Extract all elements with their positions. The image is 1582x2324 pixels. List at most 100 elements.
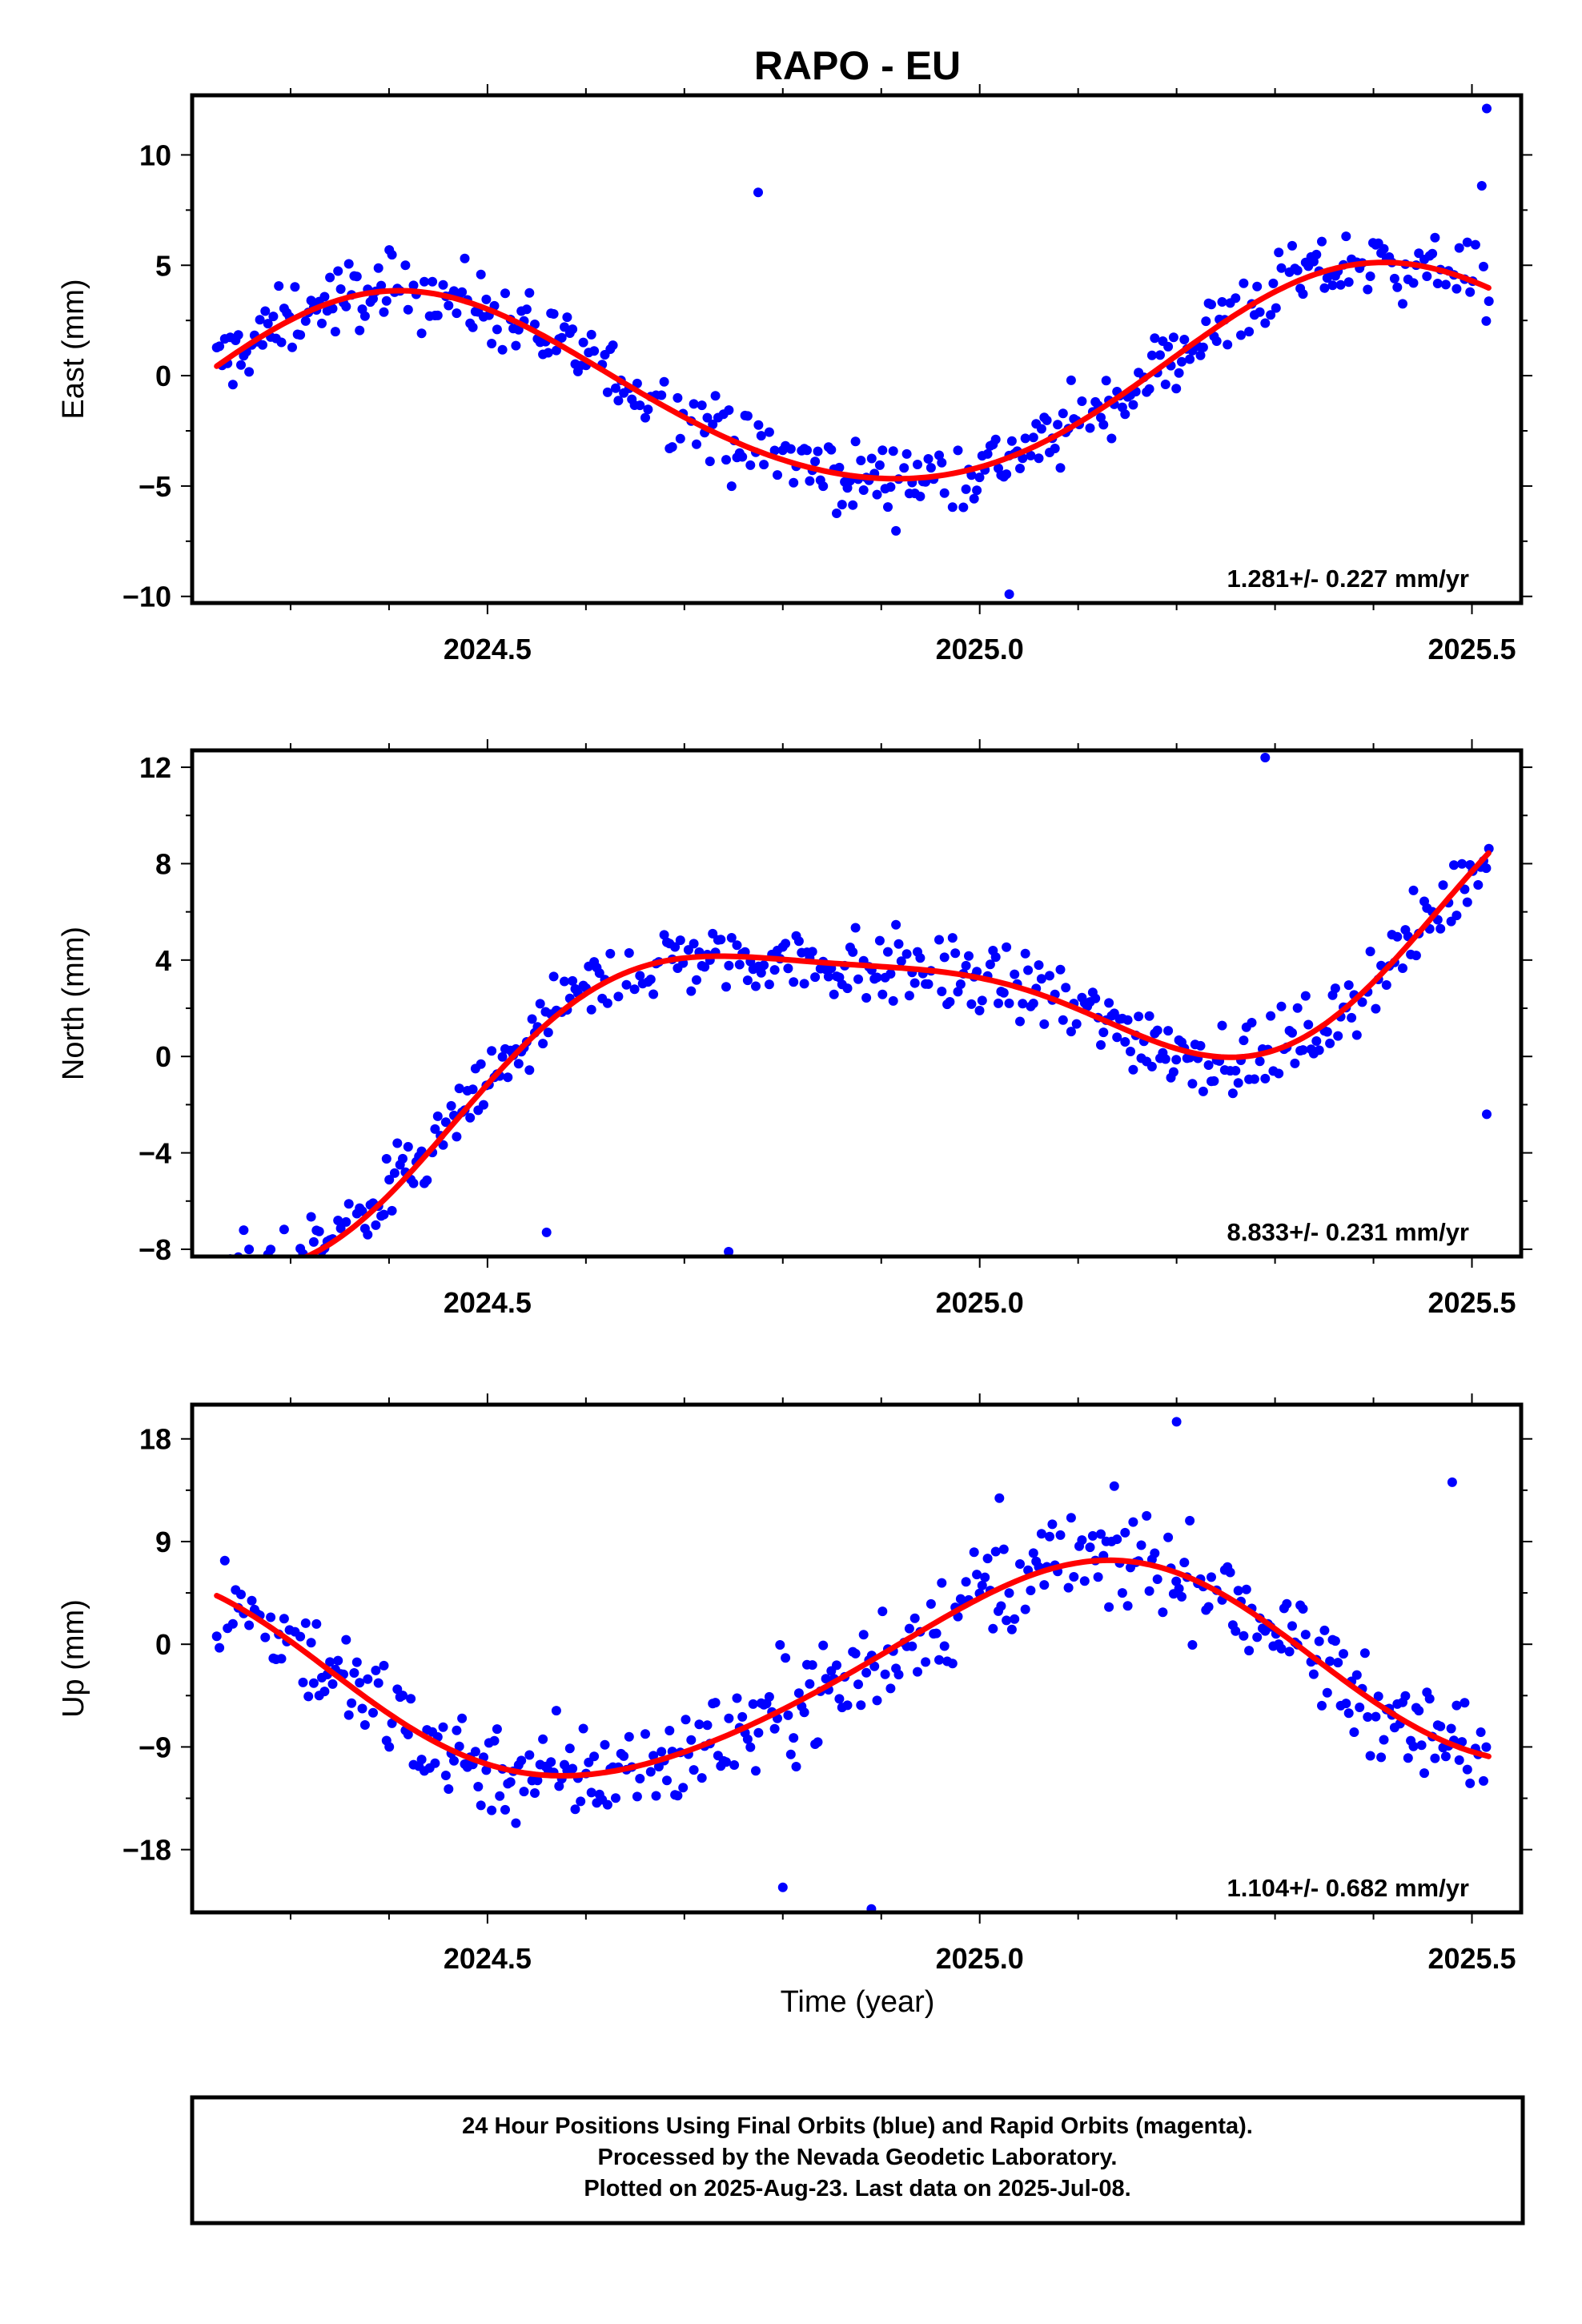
data-point xyxy=(422,1175,432,1185)
data-point xyxy=(602,1799,612,1810)
data-point xyxy=(777,1882,788,1892)
data-point xyxy=(810,456,821,467)
data-point xyxy=(1276,263,1287,273)
data-point xyxy=(1201,316,1211,327)
data-point xyxy=(276,1654,287,1664)
fit-line xyxy=(214,1557,1492,1779)
data-point xyxy=(1314,1636,1324,1647)
data-point xyxy=(1077,1535,1087,1546)
data-point xyxy=(1036,974,1046,984)
data-point xyxy=(686,1735,697,1745)
data-point xyxy=(1290,1058,1300,1068)
data-point xyxy=(408,280,419,291)
data-point xyxy=(589,346,600,356)
data-point xyxy=(842,483,853,493)
data-point xyxy=(1207,300,1216,310)
data-point xyxy=(274,281,284,292)
data-point xyxy=(789,1733,799,1743)
data-point xyxy=(250,1271,259,1281)
data-point xyxy=(476,1800,486,1811)
data-point xyxy=(1006,436,1017,446)
y-tick-label: 0 xyxy=(155,1040,171,1073)
north-panel: 2024.5 2025.0 2025.5 12 8 4 0 −4 −8 North (mm) 8.8… xyxy=(57,739,1532,1319)
footer-line-3: Plotted on 2025-Aug-23. Last data on 202… xyxy=(584,2176,1130,2201)
data-point xyxy=(826,444,837,455)
data-point xyxy=(1408,1741,1419,1751)
data-point xyxy=(807,947,817,957)
data-point xyxy=(888,446,898,456)
data-point xyxy=(379,1660,389,1671)
data-point xyxy=(444,1784,454,1794)
data-point xyxy=(673,392,683,403)
data-point xyxy=(856,1700,866,1711)
data-point xyxy=(602,387,612,397)
data-point xyxy=(1454,243,1464,253)
data-point xyxy=(306,1638,316,1648)
data-point xyxy=(1198,1086,1208,1096)
data-point xyxy=(438,1140,448,1150)
data-point xyxy=(1106,433,1117,444)
data-point xyxy=(972,1570,982,1580)
data-point xyxy=(1322,1027,1332,1037)
data-point xyxy=(319,292,330,302)
y-tick-label: −8 xyxy=(139,1233,171,1266)
data-point xyxy=(781,939,791,949)
data-point xyxy=(872,1695,882,1706)
data-point xyxy=(562,312,572,323)
data-point xyxy=(516,1755,527,1766)
data-point xyxy=(1036,1529,1046,1539)
chart-title: RAPO - EU xyxy=(754,43,961,88)
data-point xyxy=(1225,1567,1235,1578)
data-point xyxy=(877,1606,888,1617)
data-point xyxy=(662,1775,672,1786)
data-point xyxy=(764,979,774,990)
data-point xyxy=(1484,843,1494,854)
up-panel: 2024.5 2025.0 2025.5 18 9 0 −9 −18 Up (mm) 1.104+… xyxy=(57,1393,1532,1975)
y-tick-label: −10 xyxy=(122,581,171,613)
data-point xyxy=(1365,271,1375,281)
data-point xyxy=(578,337,588,348)
fit-line xyxy=(299,850,1492,1256)
data-point xyxy=(832,1660,841,1671)
data-point xyxy=(853,1679,863,1690)
data-point xyxy=(1447,1477,1457,1487)
data-point xyxy=(665,1726,675,1735)
data-point xyxy=(1373,1691,1383,1702)
data-point xyxy=(1171,384,1182,394)
data-point xyxy=(586,1787,596,1798)
data-point xyxy=(1096,1039,1106,1050)
data-point xyxy=(1287,1621,1297,1631)
data-point xyxy=(1457,858,1468,869)
data-point xyxy=(651,1791,661,1801)
footer-frame xyxy=(190,2095,1525,2225)
data-point xyxy=(1274,247,1284,258)
data-point xyxy=(613,396,624,406)
data-point xyxy=(1252,281,1263,292)
east-panel: 2024.5 2025.0 2025.5 10 5 0 −5 −10 East (mm) 1.28… xyxy=(57,84,1532,665)
data-point xyxy=(1006,1624,1017,1634)
data-point xyxy=(1365,947,1375,957)
data-point xyxy=(1452,911,1462,921)
data-point xyxy=(1333,1658,1343,1668)
data-point xyxy=(1104,1602,1114,1612)
data-point xyxy=(1187,1640,1198,1650)
data-point xyxy=(937,987,947,996)
data-point xyxy=(452,308,462,319)
y-axis-label: North (mm) xyxy=(57,927,90,1080)
data-point xyxy=(476,1059,486,1069)
data-point xyxy=(958,502,969,513)
data-point xyxy=(842,1700,853,1711)
data-point xyxy=(1144,1586,1154,1596)
data-point xyxy=(751,981,761,991)
data-point xyxy=(793,1688,804,1699)
data-point xyxy=(454,1741,464,1751)
data-point xyxy=(215,341,225,352)
data-point xyxy=(1122,1015,1133,1025)
data-point xyxy=(1476,1727,1486,1737)
data-point xyxy=(1187,1079,1198,1089)
data-point xyxy=(287,342,297,352)
data-point xyxy=(343,259,354,269)
data-point xyxy=(1479,261,1488,271)
data-point xyxy=(1414,1706,1424,1716)
